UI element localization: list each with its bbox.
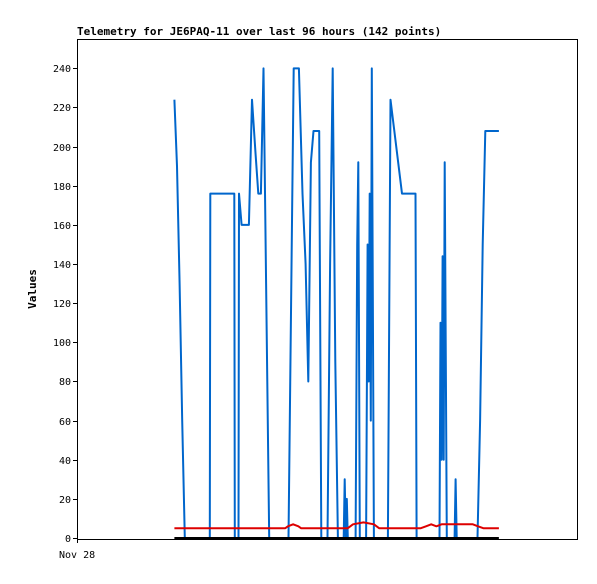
series-group xyxy=(173,67,499,540)
y-tick-label: 240 xyxy=(53,64,71,75)
y-tick-label: 120 xyxy=(53,299,71,310)
y-axis: 0 20 40 60 80 100 120 140 160 180 200 220 240 xyxy=(53,64,77,545)
plot-frame xyxy=(77,39,578,540)
y-tick-label: 220 xyxy=(53,103,71,114)
y-axis-label: Values xyxy=(26,269,39,309)
y-tick-label: 20 xyxy=(59,495,71,506)
y-tick-label: 60 xyxy=(59,417,71,428)
series-line-2 xyxy=(174,521,499,530)
chart-title: Telemetry for JE6PAQ-11 over last 96 hou… xyxy=(77,25,441,38)
y-tick-label: 40 xyxy=(59,456,71,467)
y-tick-label: 200 xyxy=(53,143,71,154)
y-tick-label: 100 xyxy=(53,338,71,349)
y-tick-label: 160 xyxy=(53,221,71,232)
y-tick-label: 140 xyxy=(53,260,71,271)
y-tick-label: 80 xyxy=(59,377,71,388)
y-tick-label: 0 xyxy=(65,534,71,545)
y-tick-label: 180 xyxy=(53,182,71,193)
x-tick-label: Nov 28 xyxy=(59,550,95,561)
